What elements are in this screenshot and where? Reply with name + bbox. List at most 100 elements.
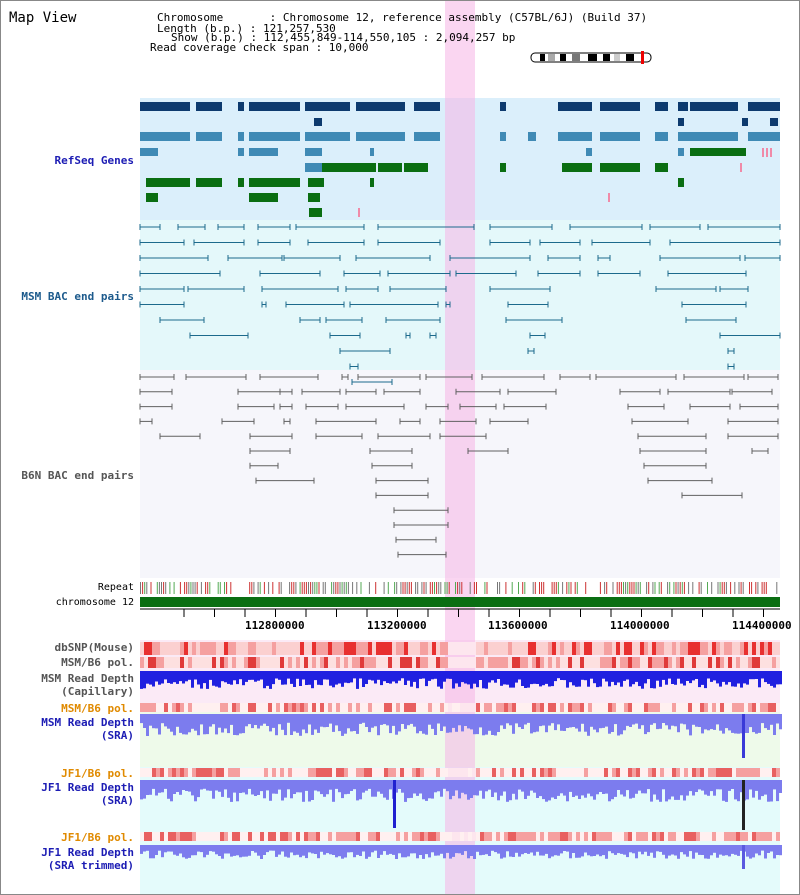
depth-bar: [605, 845, 608, 859]
depth-bar: [293, 845, 296, 856]
refseq-gene-block: [690, 102, 738, 111]
b6n-bac-label[interactable]: B6N BAC end pairs: [21, 469, 134, 482]
heat-cell: [604, 642, 608, 655]
highlighted-region[interactable]: [445, 0, 475, 895]
heat-cell: [208, 832, 212, 841]
depth-bar: [719, 845, 722, 855]
heat-cell: [284, 703, 288, 712]
msm-depth-capillary-label-1[interactable]: MSM Read Depth: [41, 672, 134, 685]
repeat-mark: [749, 582, 750, 594]
jf1-b6-pol-2-label[interactable]: JF1/B6 pol.: [61, 831, 134, 844]
repeat-mark: [677, 582, 679, 594]
repeat-mark: [658, 582, 660, 594]
heat-cell: [736, 768, 740, 777]
depth-bar: [773, 845, 776, 859]
heat-cell: [624, 657, 628, 668]
depth-bar: [377, 780, 380, 792]
depth-bar: [296, 671, 299, 679]
heat-cell: [536, 657, 540, 668]
heat-cell: [736, 642, 740, 655]
heat-cell: [252, 768, 256, 777]
jf1-depth-sra-label-1[interactable]: JF1 Read Depth: [41, 781, 134, 794]
refseq-genes-label[interactable]: RefSeq Genes: [54, 154, 134, 167]
depth-bar: [572, 671, 575, 686]
heat-cell: [216, 832, 220, 841]
repeat-mark: [574, 582, 576, 594]
depth-bar: [737, 671, 740, 684]
msm-depth-sra-label-1[interactable]: MSM Read Depth: [41, 716, 134, 729]
depth-bar: [245, 714, 248, 727]
jf1-depth-trim-label-1[interactable]: JF1 Read Depth: [41, 846, 134, 859]
depth-bar: [269, 671, 272, 689]
heat-cell: [528, 657, 532, 668]
heat-cell: [280, 642, 284, 655]
refseq-gene-block: [500, 163, 506, 172]
heat-cell: [224, 703, 228, 712]
heat-cell: [592, 703, 596, 712]
msm-b6-pol-2-label[interactable]: MSM/B6 pol.: [61, 702, 134, 715]
heat-cell: [312, 642, 316, 655]
depth-bar: [269, 714, 272, 732]
depth-bar: [641, 845, 644, 855]
jf1-b6-pol-label[interactable]: JF1/B6 pol.: [61, 767, 134, 780]
depth-bar: [605, 780, 608, 794]
depth-bar: [746, 845, 749, 857]
depth-bar: [215, 780, 218, 791]
heat-cell: [752, 642, 756, 655]
depth-bar: [602, 780, 605, 794]
depth-bar: [308, 780, 311, 802]
refseq-gene-block: [370, 178, 374, 187]
repeat-mark: [303, 582, 305, 594]
depth-bar: [731, 780, 734, 789]
heat-cell: [552, 768, 556, 777]
refseq-marker: [770, 148, 772, 157]
depth-bar: [536, 845, 539, 852]
depth-bar: [350, 671, 353, 683]
msm-b6-pol-label[interactable]: MSM/B6 pol.: [61, 656, 134, 669]
depth-bar: [608, 671, 611, 687]
repeat-mark: [711, 582, 713, 594]
depth-bar: [632, 714, 635, 725]
heat-cell: [700, 768, 704, 777]
heat-cell: [192, 642, 196, 655]
depth-bar: [668, 780, 671, 800]
depth-bar: [305, 671, 308, 685]
heat-cell: [568, 657, 572, 668]
repeat-mark: [205, 582, 207, 594]
heat-cell: [140, 642, 144, 655]
depth-bar: [464, 714, 467, 726]
depth-bar: [755, 714, 758, 734]
heat-cell: [720, 657, 724, 668]
heat-cell: [464, 768, 468, 777]
depth-bar: [185, 714, 188, 735]
heat-cell: [472, 768, 476, 777]
heat-cell: [424, 642, 428, 655]
depth-bar: [218, 671, 221, 688]
heat-cell: [728, 703, 732, 712]
heat-cell: [276, 642, 280, 655]
refseq-gene-block: [558, 132, 592, 141]
heat-cell: [376, 657, 380, 668]
heat-cell: [196, 703, 200, 712]
depth-bar: [608, 714, 611, 734]
depth-bar: [497, 671, 500, 679]
heat-cell: [568, 832, 572, 841]
depth-bar: [338, 845, 341, 857]
repeat-mark: [278, 582, 280, 594]
repeat-mark: [253, 582, 255, 594]
heat-cell: [464, 657, 468, 668]
depth-bar: [245, 780, 248, 795]
repeat-mark: [620, 582, 622, 594]
msm-bac-label[interactable]: MSM BAC end pairs: [21, 290, 134, 303]
heat-cell: [712, 832, 716, 841]
dbsnp-label[interactable]: dbSNP(Mouse): [54, 641, 134, 654]
heat-cell: [404, 657, 408, 668]
heat-cell: [412, 642, 416, 655]
heat-cell: [248, 642, 252, 655]
heat-cell: [716, 768, 720, 777]
depth-bar: [575, 845, 578, 858]
heat-cell: [544, 768, 548, 777]
repeat-mark: [217, 582, 219, 594]
depth-bar: [152, 714, 155, 729]
